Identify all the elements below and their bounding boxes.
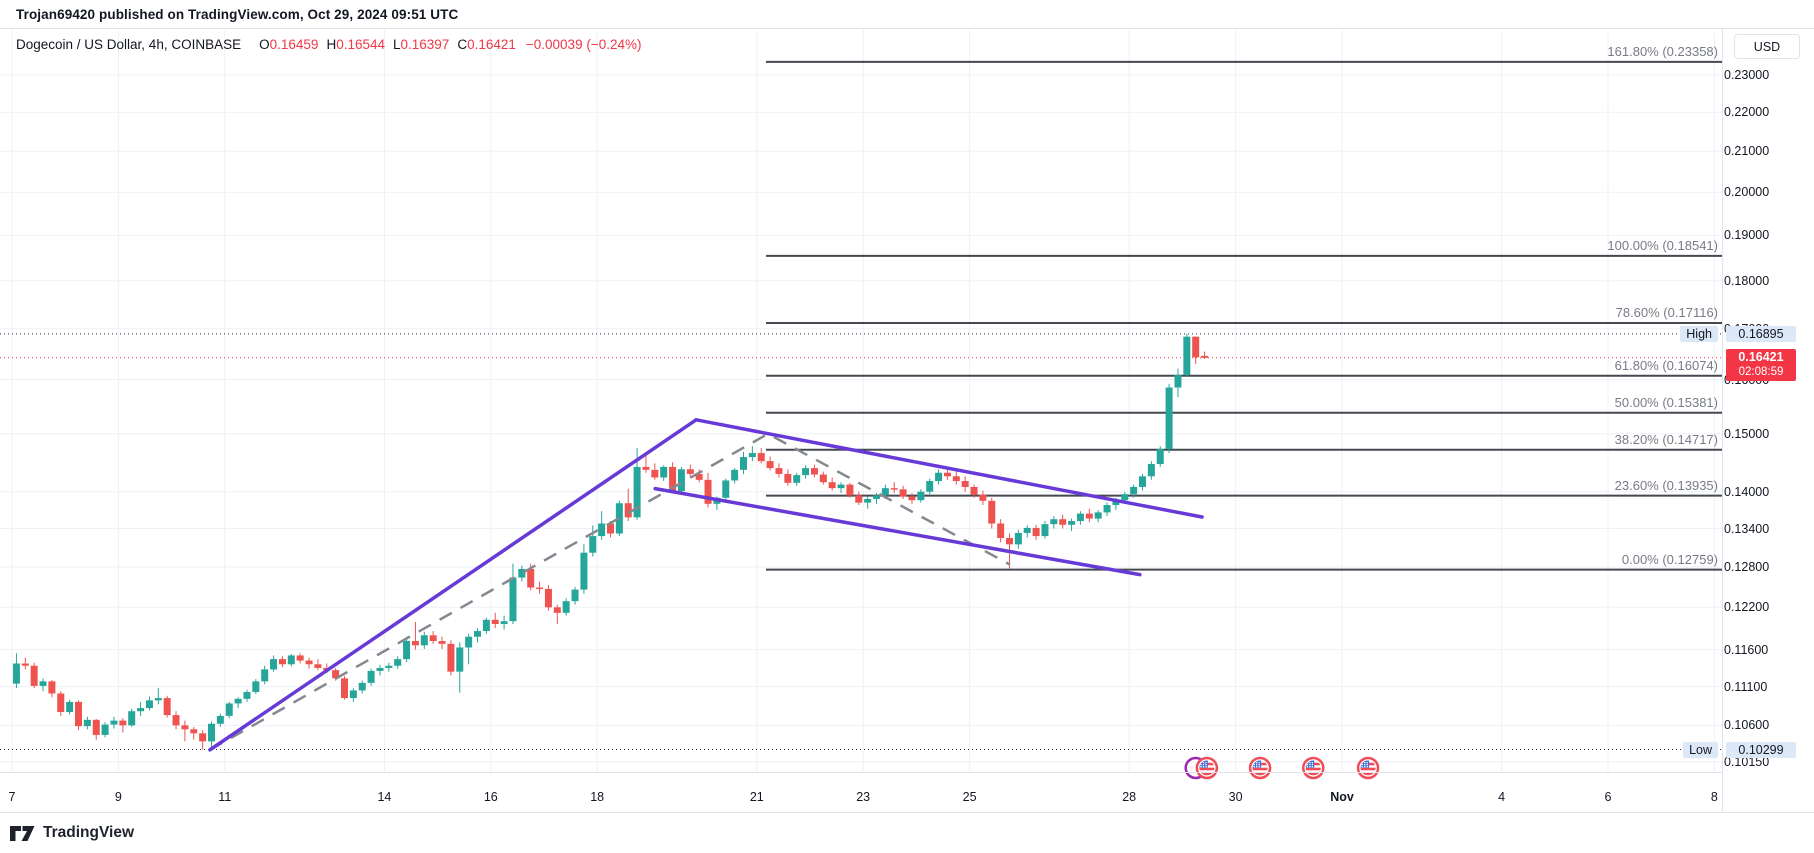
published-byline: Trojan69420 published on TradingView.com… [16, 7, 459, 22]
ohlc-key: C [457, 37, 468, 52]
fib-level-label: 78.60% (0.17116) [1615, 305, 1718, 320]
low-price-axis-badge: 0.10299 [1726, 741, 1796, 758]
symbol-legend[interactable]: Dogecoin / US Dollar, 4h, COINBASE O0.164… [16, 37, 641, 52]
date-tick-label: 16 [483, 790, 498, 804]
price-tick-label: 0.15000 [1724, 426, 1770, 441]
date-tick-label: 18 [590, 790, 605, 804]
last-price-badge: 0.16421 02:08:59 [1726, 348, 1796, 381]
price-tick-label: 0.10600 [1724, 718, 1770, 733]
time-axis-bottom-border [0, 812, 1814, 813]
high-price-axis-badge: 0.16895 [1726, 325, 1796, 342]
us-flag-icon[interactable] [1356, 756, 1380, 780]
date-tick-label: 28 [1122, 790, 1137, 804]
fib-level-label: 23.60% (0.13935) [1614, 477, 1718, 493]
event-flag-markers[interactable] [1184, 756, 1380, 780]
price-tick-label: 0.14000 [1724, 484, 1770, 499]
date-tick-label: 9 [114, 790, 122, 804]
purple-trendlines[interactable] [208, 418, 1204, 752]
currency-toggle-button[interactable]: USD [1734, 34, 1800, 59]
tradingview-logo-icon [10, 825, 35, 841]
price-axis-separator [1722, 28, 1723, 812]
symbol-title[interactable]: Dogecoin / US Dollar, 4h, COINBASE [16, 37, 242, 52]
high-label-chip: High [1680, 325, 1718, 342]
date-tick-label: Nov [1330, 790, 1354, 804]
chart-top-border [0, 28, 1814, 29]
price-tick-label: 0.19000 [1724, 228, 1770, 243]
price-tick-label: 0.22000 [1724, 105, 1770, 120]
price-tick-label: 0.11100 [1724, 679, 1768, 694]
ohlc-value: 0.16397 [400, 37, 450, 52]
tradingview-attribution[interactable]: TradingView [10, 824, 134, 842]
date-tick-label: 4 [1498, 790, 1506, 804]
grid-lines [0, 28, 1722, 772]
price-tick-label: 0.10150 [1724, 754, 1770, 769]
tradingview-brand-text: TradingView [43, 824, 135, 841]
last-price-value: 0.16421 [1738, 349, 1784, 364]
fib-level-label: 61.80% (0.16074) [1614, 357, 1718, 373]
fib-level-label: 0.00% (0.12759) [1621, 551, 1718, 567]
change-value: −0.00039 (−0.24%) [525, 37, 642, 52]
date-tick-label: 30 [1228, 790, 1243, 804]
fib-level-label: 50.00% (0.15381) [1614, 394, 1718, 410]
bar-countdown-timer: 02:08:59 [1738, 365, 1784, 378]
price-tick-label: 0.13400 [1724, 521, 1770, 536]
ohlc-key: H [326, 37, 337, 52]
ohlc-value: 0.16421 [467, 37, 516, 52]
ohlc-value: 0.16459 [269, 37, 319, 52]
low-label-chip: Low [1683, 741, 1718, 758]
price-tick-label: 0.12800 [1724, 559, 1770, 574]
price-tick-label: 0.23000 [1724, 67, 1770, 82]
price-tick-label: 0.20000 [1724, 185, 1770, 200]
high-low-lastprice-dotted-lines [0, 333, 1722, 751]
us-flag-icon[interactable] [1248, 756, 1272, 780]
dashed-projection-path[interactable] [209, 432, 1011, 751]
date-tick-label: 25 [962, 790, 977, 804]
ohlc-values: O0.16459 H0.16544 L0.16397 C0.16421 [251, 37, 516, 52]
us-flag-icon[interactable] [1195, 756, 1219, 780]
ohlc-key: O [259, 37, 270, 52]
fib-level-label: 100.00% (0.18541) [1607, 237, 1718, 253]
ohlc-value: 0.16544 [336, 37, 385, 52]
us-flag-icon[interactable] [1302, 756, 1325, 780]
price-tick-label: 0.12200 [1724, 600, 1770, 615]
date-tick-label: 11 [218, 790, 232, 804]
candlestick-series [12, 333, 1209, 750]
date-tick-label: 8 [1710, 790, 1718, 804]
time-axis-top-border [0, 772, 1722, 773]
ohlc-key: L [393, 37, 401, 52]
date-tick-label: 6 [1604, 790, 1612, 804]
fib-level-label: 38.20% (0.14717) [1614, 431, 1718, 447]
price-tick-label: 0.21000 [1724, 144, 1770, 159]
date-tick-label: 14 [377, 790, 392, 804]
fib-retracement-lines[interactable] [766, 60, 1722, 571]
date-tick-label: 7 [8, 790, 16, 804]
date-tick-label: 21 [749, 790, 764, 804]
date-tick-label: 23 [856, 790, 871, 804]
price-tick-label: 0.18000 [1724, 273, 1770, 288]
fib-level-label: 161.80% (0.23358) [1607, 43, 1718, 59]
price-tick-label: 0.11600 [1724, 642, 1769, 657]
